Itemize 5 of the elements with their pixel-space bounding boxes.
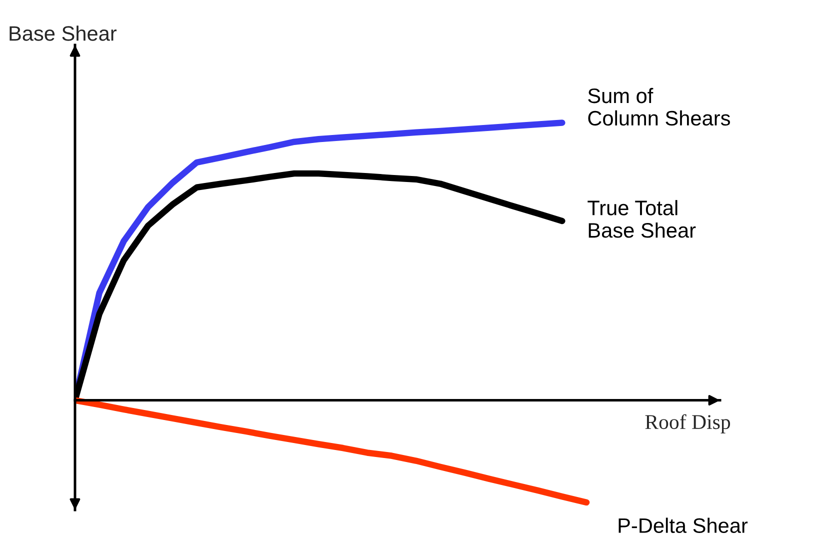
y-axis-title: Base Shear (10, 26, 117, 41)
series-label: Sum of Column Shears (588, 88, 730, 126)
series-label: True Total Base Shear (588, 200, 696, 238)
x-axis-title: Roof Disp (645, 414, 730, 434)
series-label: P-Delta Shear (618, 518, 748, 533)
